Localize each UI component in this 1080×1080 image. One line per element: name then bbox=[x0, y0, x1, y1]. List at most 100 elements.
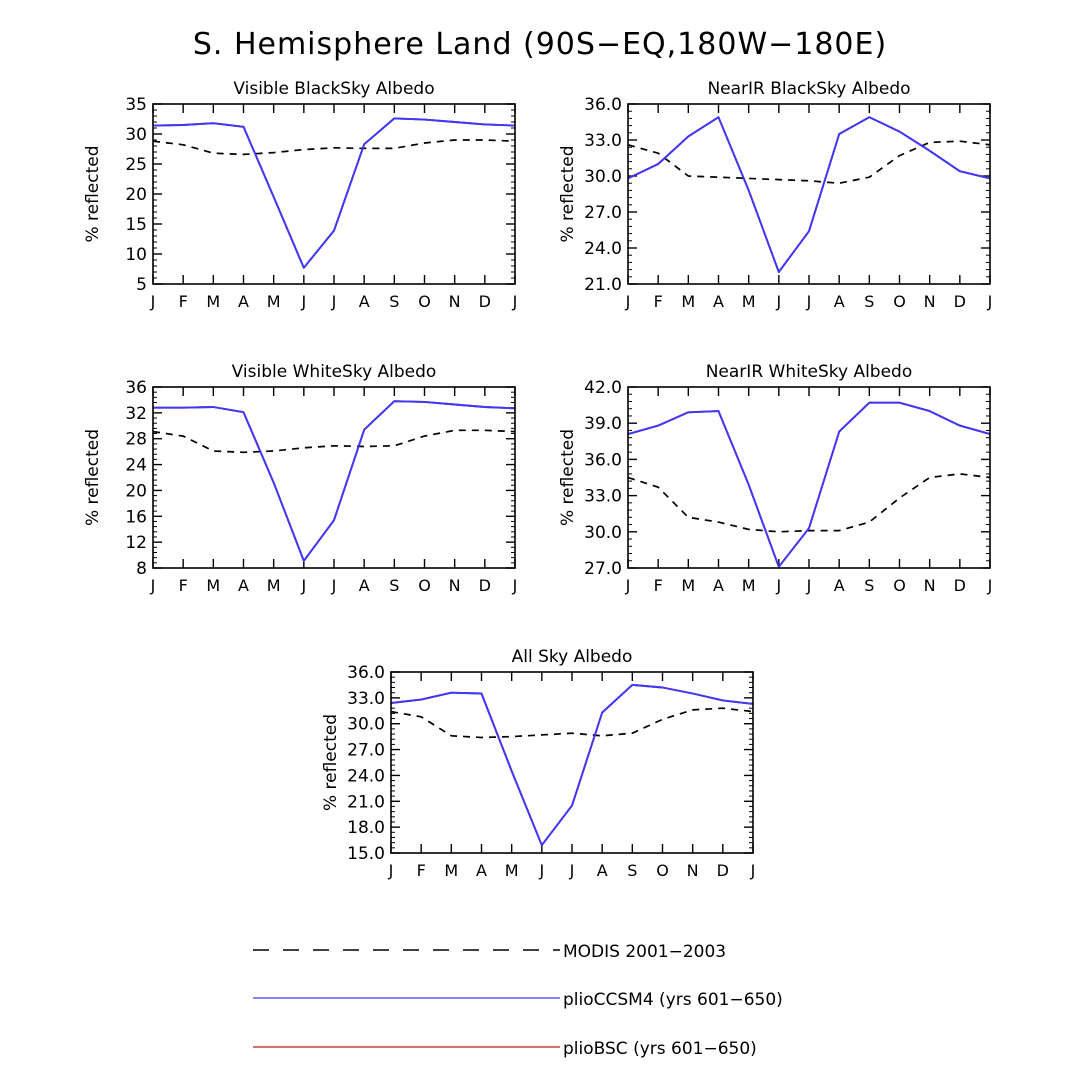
x-tick-label: S bbox=[864, 292, 874, 311]
x-tick-label: D bbox=[954, 292, 966, 311]
x-tick-label: M bbox=[267, 576, 281, 595]
x-tick-label: S bbox=[627, 861, 637, 880]
x-tick-label: A bbox=[238, 292, 249, 311]
x-tick-label: J bbox=[331, 292, 337, 311]
x-tick-label: M bbox=[681, 576, 695, 595]
y-tick-label: 20 bbox=[125, 185, 147, 205]
x-tick-label: N bbox=[449, 292, 461, 311]
y-axis-label: % reflected bbox=[83, 145, 103, 242]
x-tick-label: J bbox=[625, 576, 631, 595]
x-tick-label: J bbox=[150, 292, 156, 311]
y-tick-label: 10 bbox=[125, 245, 147, 265]
y-tick-label: 30.0 bbox=[584, 523, 622, 543]
x-tick-label: A bbox=[238, 576, 249, 595]
y-tick-label: 32 bbox=[125, 404, 147, 424]
series-line-pliobsc bbox=[153, 400, 516, 562]
legend-entry-pliobsc: plioBSC (yrs 601−650) bbox=[253, 1039, 757, 1059]
x-tick-label: F bbox=[654, 292, 663, 311]
y-tick-label: 27.0 bbox=[584, 559, 622, 579]
legend-entry-modis: MODIS 2001−2003 bbox=[253, 942, 726, 962]
y-tick-label: 30.0 bbox=[347, 715, 385, 735]
figure-title: S. Hemisphere Land (90S−EQ,180W−180E) bbox=[193, 27, 887, 62]
x-tick-label: A bbox=[713, 292, 724, 311]
y-tick-label: 16 bbox=[125, 507, 147, 527]
x-tick-label: O bbox=[893, 292, 906, 311]
x-tick-label: N bbox=[924, 576, 936, 595]
panel-title: Visible BlackSky Albedo bbox=[233, 79, 434, 99]
x-tick-label: F bbox=[417, 861, 426, 880]
series-line-pliocCSM4 bbox=[153, 400, 516, 562]
y-tick-label: 28 bbox=[125, 430, 147, 450]
y-tick-label: 20 bbox=[125, 481, 147, 501]
series-line-pliocCSM4 bbox=[627, 116, 991, 273]
y-axis-label: % reflected bbox=[83, 429, 103, 526]
series-line-modis bbox=[627, 140, 991, 185]
x-tick-label: F bbox=[654, 576, 663, 595]
x-tick-label: O bbox=[418, 292, 431, 311]
x-tick-label: O bbox=[656, 861, 669, 880]
series-line-pliobsc bbox=[152, 117, 516, 269]
x-tick-label: A bbox=[476, 861, 487, 880]
y-tick-label: 30.0 bbox=[584, 167, 622, 187]
y-tick-label: 42.0 bbox=[584, 378, 622, 398]
y-tick-label: 25 bbox=[125, 155, 147, 175]
x-tick-label: J bbox=[569, 861, 575, 880]
x-tick-label: A bbox=[713, 576, 724, 595]
plot-frame bbox=[390, 671, 754, 854]
legend-label-modis: MODIS 2001−2003 bbox=[563, 942, 726, 962]
x-tick-label: M bbox=[681, 292, 695, 311]
y-axis-label: % reflected bbox=[321, 714, 341, 811]
x-tick-label: J bbox=[750, 861, 756, 880]
x-tick-label: J bbox=[300, 292, 306, 311]
y-tick-label: 21.0 bbox=[347, 792, 385, 812]
y-tick-label: 36 bbox=[125, 378, 147, 398]
x-tick-label: A bbox=[597, 861, 608, 880]
x-tick-label: M bbox=[267, 292, 281, 311]
x-tick-label: J bbox=[388, 861, 394, 880]
x-tick-label: J bbox=[775, 292, 781, 311]
legend-label-pliobsc: plioBSC (yrs 601−650) bbox=[563, 1039, 757, 1059]
series-line-modis bbox=[390, 707, 754, 739]
series-line-pliocCSM4 bbox=[152, 117, 516, 269]
x-tick-label: J bbox=[625, 292, 631, 311]
x-tick-label: J bbox=[987, 292, 993, 311]
y-tick-label: 36.0 bbox=[347, 663, 385, 683]
x-tick-label: O bbox=[418, 576, 431, 595]
x-tick-label: J bbox=[300, 576, 306, 595]
x-tick-label: M bbox=[742, 576, 756, 595]
series-line-modis bbox=[152, 429, 516, 454]
x-tick-label: O bbox=[893, 576, 906, 595]
x-tick-label: D bbox=[479, 576, 491, 595]
legend: MODIS 2001−2003 plioCCSM4 (yrs 601−650) … bbox=[253, 942, 783, 1059]
x-tick-label: M bbox=[742, 292, 756, 311]
y-tick-label: 24 bbox=[125, 456, 147, 476]
x-tick-label: M bbox=[206, 292, 220, 311]
panel-title: NearIR WhiteSky Albedo bbox=[706, 362, 913, 382]
x-tick-label: A bbox=[359, 576, 370, 595]
x-tick-label: J bbox=[775, 576, 781, 595]
x-tick-label: J bbox=[512, 292, 518, 311]
plot-frame bbox=[152, 386, 516, 569]
plot-frame bbox=[627, 386, 991, 569]
y-tick-label: 8 bbox=[136, 559, 147, 579]
x-tick-label: M bbox=[444, 861, 458, 880]
series-line-pliocCSM4 bbox=[390, 683, 754, 847]
x-tick-label: J bbox=[512, 576, 518, 595]
y-tick-label: 21.0 bbox=[584, 275, 622, 295]
series-line-modis bbox=[627, 473, 991, 533]
x-tick-label: A bbox=[834, 292, 845, 311]
x-tick-label: J bbox=[806, 292, 812, 311]
y-tick-label: 18.0 bbox=[347, 818, 385, 838]
x-tick-label: N bbox=[687, 861, 699, 880]
x-tick-label: F bbox=[179, 576, 188, 595]
y-tick-label: 15 bbox=[125, 215, 147, 235]
panel-title: All Sky Albedo bbox=[512, 647, 633, 667]
x-tick-label: S bbox=[389, 292, 399, 311]
series-line-pliocCSM4 bbox=[627, 401, 991, 568]
x-tick-label: A bbox=[834, 576, 845, 595]
